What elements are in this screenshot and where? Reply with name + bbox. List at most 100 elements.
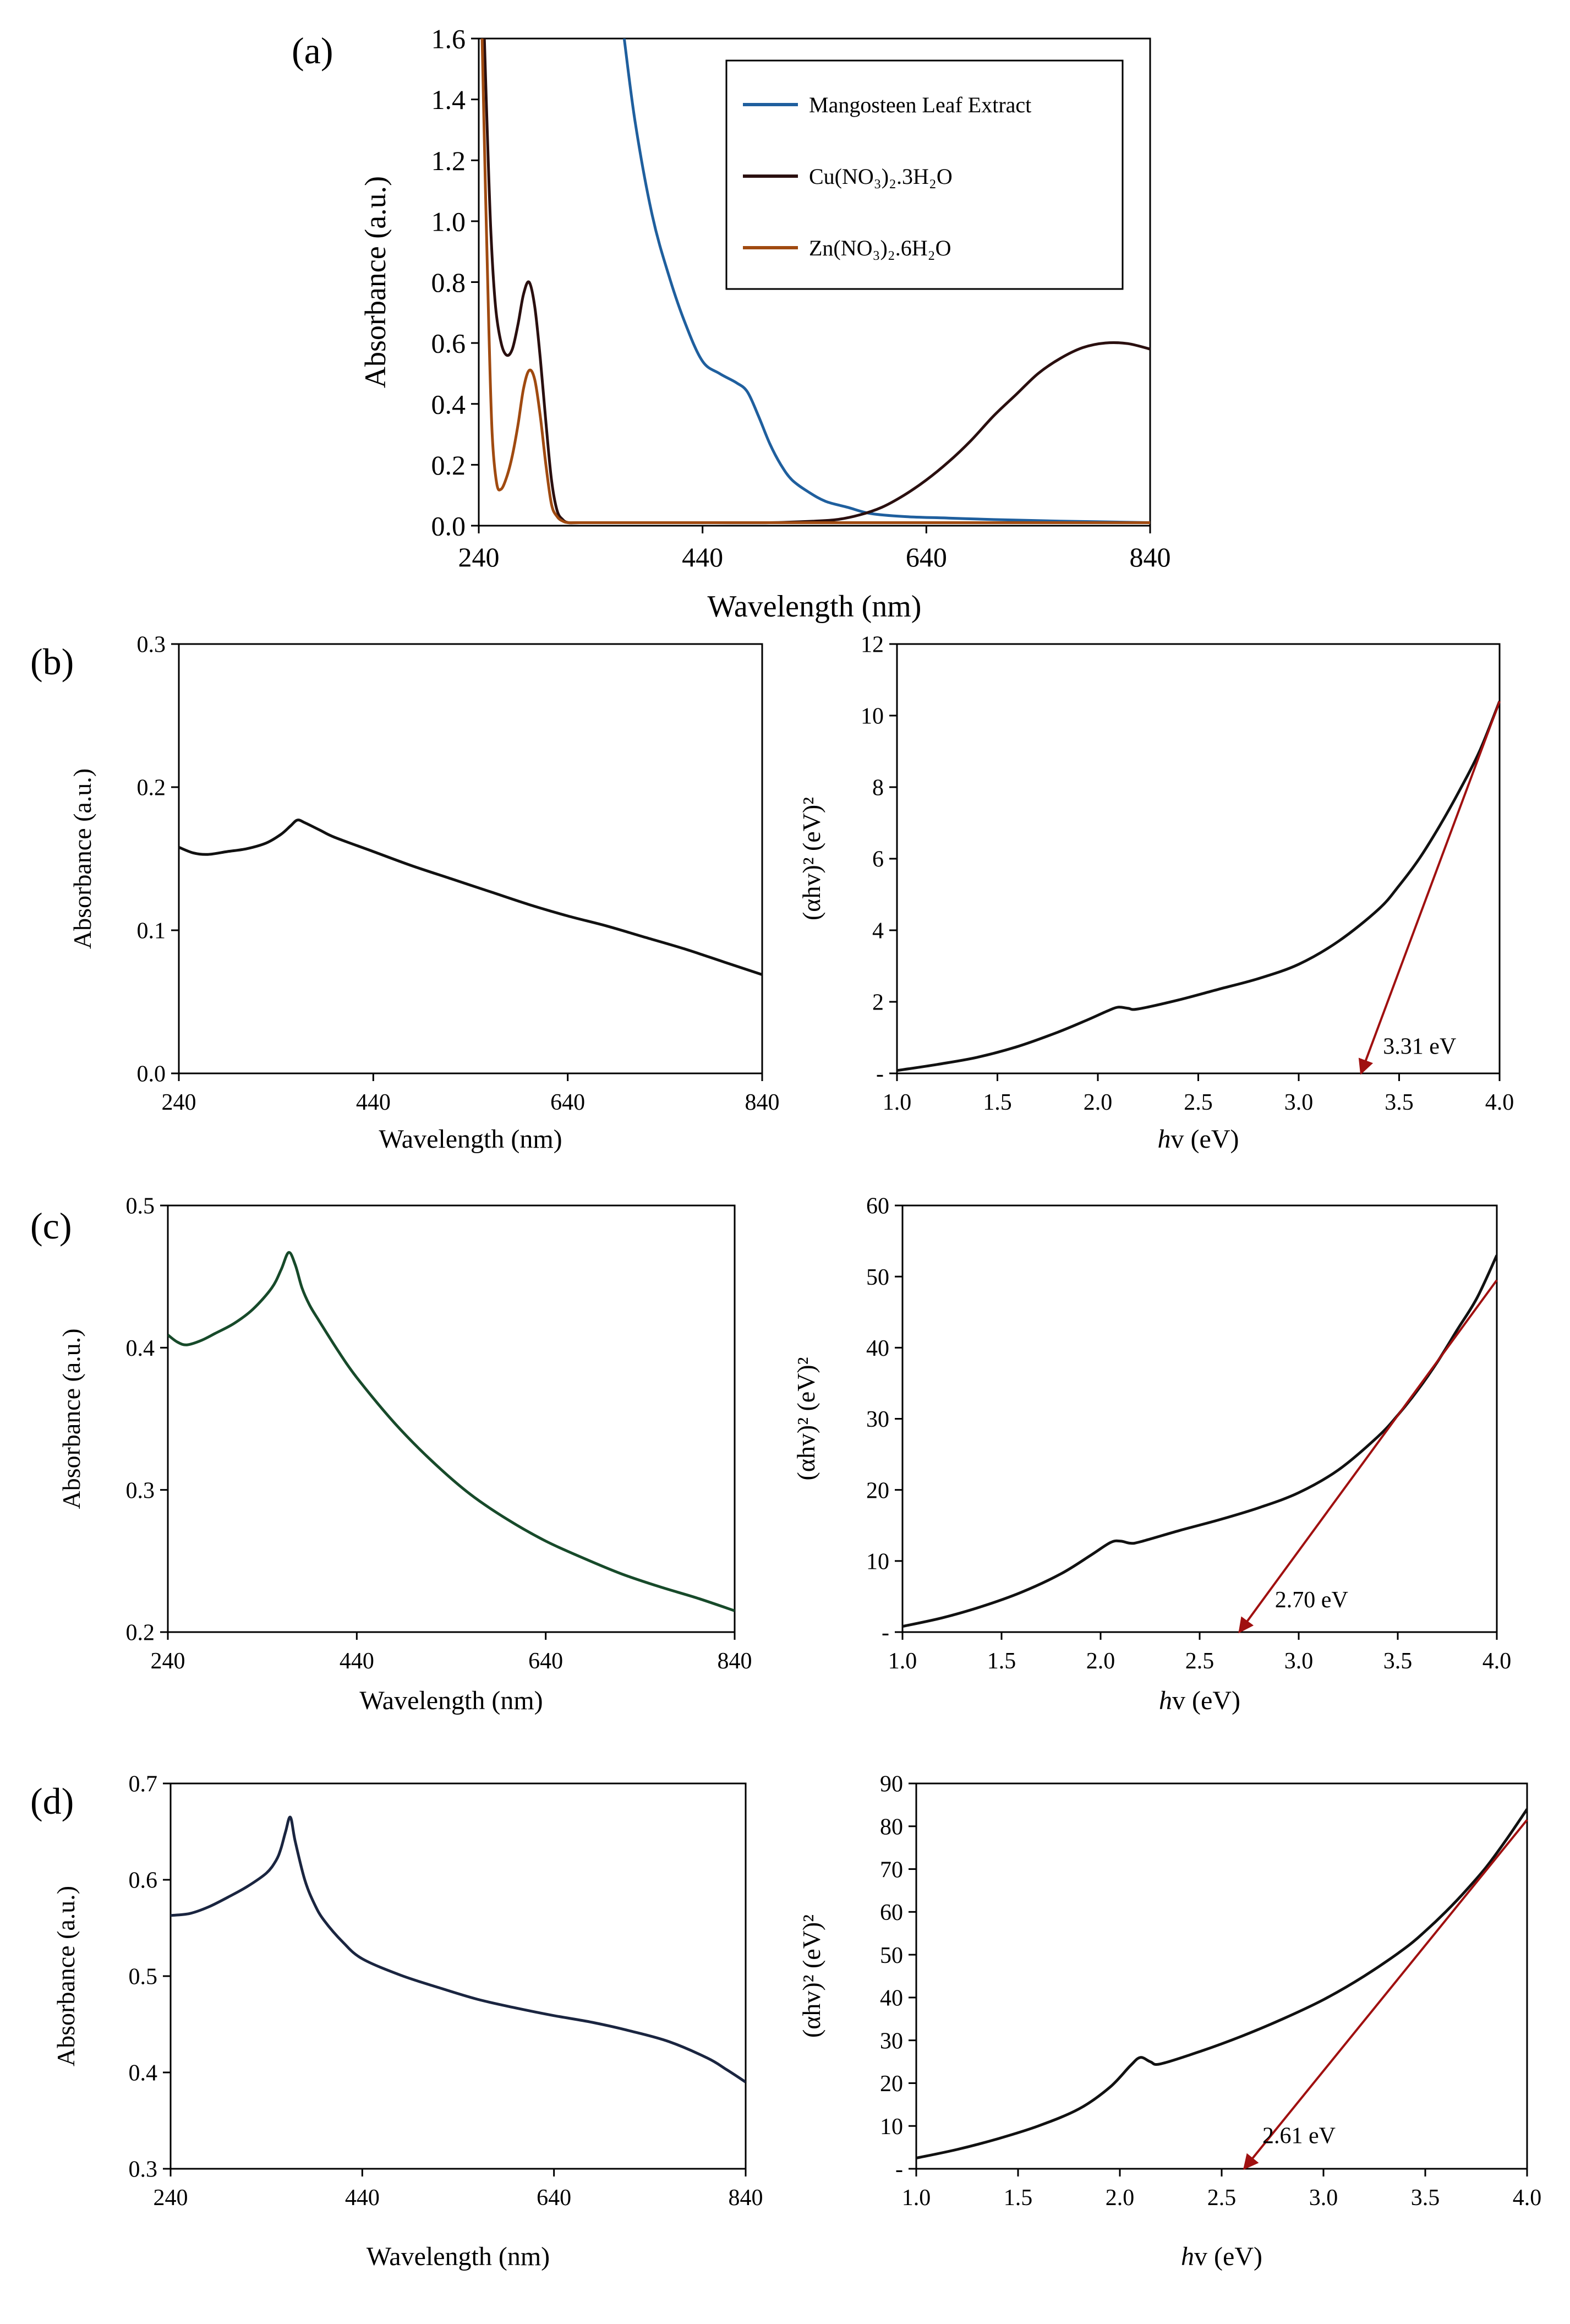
y-tick-label: 50 bbox=[880, 1943, 903, 1968]
y-tick-label: 1.0 bbox=[431, 206, 466, 237]
y-tick-label: 1.4 bbox=[431, 84, 466, 115]
y-tick-label: 50 bbox=[866, 1265, 889, 1290]
chart-c-tauc-plot: - 10 20 30 40 50 60 1.0 1.5 2.0 2.5 3.0 3.5 4.0 hv (eV… bbox=[792, 1194, 1511, 1715]
series-line-zn-no-6h-o bbox=[480, 39, 1150, 525]
band-gap-label: 2.61 eV bbox=[1262, 2123, 1336, 2148]
x-tick-label: 2.0 bbox=[1084, 1090, 1113, 1115]
tangent-arrow bbox=[1358, 701, 1501, 1075]
y-tick-label: 0.4 bbox=[126, 1336, 155, 1361]
y-tick-label: 4 bbox=[872, 919, 884, 944]
tangent-arrow bbox=[1243, 1819, 1528, 2170]
x-axis-title: Wavelength (nm) bbox=[359, 1686, 543, 1715]
y-tick-label: 80 bbox=[880, 1814, 903, 1840]
y-tick-label: 0.8 bbox=[431, 267, 466, 298]
plot-frame bbox=[896, 643, 1501, 1074]
y-tick-label: 0.2 bbox=[126, 1621, 155, 1646]
panel-label-b: (b) bbox=[30, 641, 74, 683]
y-axis-title: Absorbance (a.u.) bbox=[52, 1886, 80, 2066]
band-gap-label: 3.31 eV bbox=[1383, 1034, 1456, 1059]
chart-b-absorbance: 0.0 0.1 0.2 0.3 240 440 640 840 Wavelength (nm) A… bbox=[68, 632, 780, 1154]
y-tick-label: 0.5 bbox=[129, 1965, 158, 1990]
series-line-0 bbox=[916, 1808, 1527, 2160]
series-line-0 bbox=[168, 1251, 735, 1612]
y-tick-label: 0.5 bbox=[126, 1194, 155, 1219]
chart-c-absorbance: 0.2 0.3 0.4 0.5 240 440 640 840 Wavelength (nm) A… bbox=[57, 1194, 752, 1715]
y-tick-label: 0.4 bbox=[129, 2061, 158, 2086]
legend-entry: Zn(NO₃)₂.6H₂O bbox=[809, 236, 951, 260]
x-tick-label: 1.0 bbox=[902, 2185, 931, 2211]
y-tick-label: 0.3 bbox=[126, 1478, 155, 1503]
x-tick-label: 640 bbox=[528, 1649, 563, 1674]
y-tick-label: 0.0 bbox=[431, 511, 466, 542]
x-tick-label: 4.0 bbox=[1483, 1649, 1512, 1674]
y-tick-label: 10 bbox=[866, 1550, 889, 1575]
x-tick-label: 840 bbox=[745, 1090, 780, 1115]
y-tick-label: 8 bbox=[872, 776, 884, 801]
x-tick-label: 4.0 bbox=[1513, 2185, 1542, 2211]
x-tick-label: 1.5 bbox=[1004, 2185, 1033, 2211]
y-tick-label: 0.6 bbox=[431, 328, 466, 359]
y-tick-label: 10 bbox=[861, 704, 884, 729]
x-tick-label: 1.0 bbox=[883, 1090, 912, 1115]
x-tick-label: 1.5 bbox=[983, 1090, 1012, 1115]
y-tick-label: 10 bbox=[880, 2114, 903, 2140]
x-tick-label: 1.0 bbox=[888, 1649, 917, 1674]
y-tick-label: 12 bbox=[861, 632, 884, 658]
series-line-0 bbox=[897, 701, 1500, 1072]
plot-frame bbox=[178, 643, 763, 1074]
y-tick-label: 0.3 bbox=[129, 2157, 158, 2183]
y-tick-label: 30 bbox=[866, 1407, 889, 1432]
y-tick-label: 40 bbox=[866, 1336, 889, 1361]
x-tick-label: 440 bbox=[340, 1649, 374, 1674]
x-tick-label: 440 bbox=[682, 542, 723, 572]
y-tick-label: 6 bbox=[872, 847, 884, 872]
series-line-0 bbox=[902, 1254, 1497, 1628]
y-tick-label: 0.2 bbox=[431, 450, 466, 481]
plot-frame bbox=[901, 1204, 1498, 1633]
x-tick-label: 3.5 bbox=[1385, 1090, 1414, 1115]
plot-frame bbox=[915, 1782, 1528, 2170]
plot-frame bbox=[167, 1204, 736, 1633]
y-tick-label: - bbox=[882, 1621, 889, 1646]
plot-frame bbox=[169, 1782, 747, 2170]
x-axis-title: Wavelength (nm) bbox=[366, 2242, 550, 2271]
x-axis-title: hv (eV) bbox=[1181, 2242, 1262, 2271]
y-tick-label: - bbox=[895, 2157, 903, 2183]
legend-entry: Mangosteen Leaf Extract bbox=[809, 92, 1031, 117]
y-tick-label: 90 bbox=[880, 1772, 903, 1797]
panel-label-d: (d) bbox=[30, 1780, 74, 1822]
y-tick-label: 0.0 bbox=[137, 1062, 166, 1087]
y-axis-title: (αhv)² (eV)² bbox=[797, 797, 825, 920]
y-tick-label: 70 bbox=[880, 1857, 903, 1883]
chart-d-tauc-plot: - 10 20 30 40 50 60 70 80 90 1.0 1.5 2.0 2.5 3.0 3.5 4.0… bbox=[797, 1772, 1541, 2271]
x-tick-label: 640 bbox=[550, 1090, 585, 1115]
y-tick-label: 0.1 bbox=[137, 919, 166, 944]
x-axis-title: hv (eV) bbox=[1159, 1686, 1240, 1715]
x-axis-title: Wavelength (nm) bbox=[708, 590, 922, 624]
x-axis-title: Wavelength (nm) bbox=[379, 1125, 562, 1154]
x-tick-label: 2.5 bbox=[1207, 2185, 1237, 2211]
y-axis-title: Absorbance (a.u.) bbox=[68, 768, 96, 949]
legend-entry: Cu(NO₃)₂.3H₂O bbox=[809, 164, 953, 189]
y-tick-label: - bbox=[876, 1062, 884, 1087]
y-axis-title: Absorbance (a.u.) bbox=[359, 176, 392, 388]
x-tick-label: 240 bbox=[458, 542, 500, 572]
y-tick-label: 1.2 bbox=[431, 145, 466, 176]
series-line-0 bbox=[179, 819, 762, 976]
x-tick-label: 440 bbox=[345, 2185, 380, 2211]
x-tick-label: 3.0 bbox=[1309, 2185, 1338, 2211]
series-line-0 bbox=[171, 1815, 746, 2083]
x-tick-label: 240 bbox=[154, 2185, 188, 2211]
y-axis-title: (αhv)² (eV)² bbox=[797, 1914, 825, 2038]
x-tick-label: 3.0 bbox=[1284, 1090, 1314, 1115]
x-tick-label: 2.0 bbox=[1086, 1649, 1115, 1674]
y-tick-label: 60 bbox=[880, 1900, 903, 1925]
x-axis-title: hv (eV) bbox=[1158, 1125, 1239, 1154]
band-gap-label: 2.70 eV bbox=[1275, 1587, 1348, 1613]
x-tick-label: 2.5 bbox=[1184, 1090, 1213, 1115]
y-tick-label: 0.3 bbox=[137, 632, 166, 658]
tangent-arrow bbox=[1238, 1279, 1498, 1634]
x-tick-label: 240 bbox=[162, 1090, 196, 1115]
chart-b-tauc-plot: - 2 4 6 8 10 12 1.0 1.5 2.0 2.5 3.0 3.5 4.0 hv (eV) (αh… bbox=[797, 632, 1514, 1154]
